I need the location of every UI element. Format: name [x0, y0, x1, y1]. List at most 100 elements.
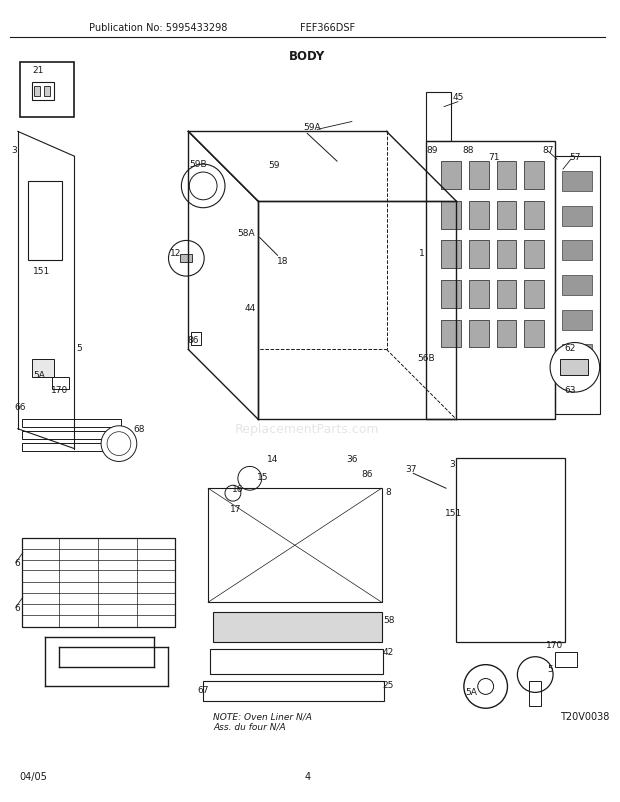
Text: 88: 88 — [462, 145, 474, 155]
Text: 15: 15 — [257, 472, 268, 481]
Bar — [426, 93, 451, 142]
Bar — [562, 276, 591, 296]
Text: 58A: 58A — [237, 229, 255, 237]
Bar — [441, 281, 461, 309]
Bar — [525, 320, 544, 348]
Bar — [555, 652, 577, 666]
Text: 5A: 5A — [465, 687, 477, 696]
Text: 44: 44 — [244, 304, 255, 313]
Text: 04/05: 04/05 — [20, 771, 48, 780]
Text: 14: 14 — [267, 455, 278, 464]
Text: 18: 18 — [277, 257, 288, 265]
Bar — [497, 201, 516, 229]
Text: 4: 4 — [304, 771, 311, 780]
Circle shape — [518, 657, 553, 693]
Text: 1: 1 — [419, 249, 425, 257]
Circle shape — [464, 665, 508, 708]
Bar — [441, 320, 461, 348]
Text: 5A: 5A — [33, 371, 46, 379]
Bar — [497, 241, 516, 269]
Bar — [497, 162, 516, 189]
Bar — [22, 538, 175, 627]
Text: 45: 45 — [452, 93, 464, 102]
Bar — [426, 142, 555, 419]
Bar — [525, 162, 544, 189]
Text: 21: 21 — [32, 67, 43, 75]
Bar — [441, 241, 461, 269]
Text: 71: 71 — [488, 152, 499, 161]
Circle shape — [225, 486, 241, 501]
Bar — [22, 431, 121, 439]
Bar — [469, 320, 489, 348]
Bar — [562, 310, 591, 330]
Text: 86: 86 — [361, 469, 373, 478]
Text: 3: 3 — [449, 460, 455, 468]
Bar — [22, 443, 121, 451]
Text: 67: 67 — [197, 685, 209, 694]
Text: 63: 63 — [564, 385, 576, 394]
Text: 170: 170 — [546, 641, 564, 650]
Bar — [28, 182, 63, 261]
Text: 59B: 59B — [190, 160, 207, 168]
Text: 6: 6 — [14, 603, 20, 612]
Bar — [525, 241, 544, 269]
Text: 17: 17 — [230, 504, 242, 513]
Text: 57: 57 — [569, 152, 580, 161]
Text: 151: 151 — [33, 266, 50, 275]
Text: 5: 5 — [547, 664, 553, 673]
Bar — [525, 201, 544, 229]
Text: 16: 16 — [232, 484, 244, 493]
Text: 3: 3 — [11, 145, 17, 155]
Text: 170: 170 — [51, 385, 68, 394]
Bar — [32, 83, 53, 100]
Bar — [469, 162, 489, 189]
Text: 37: 37 — [405, 464, 417, 473]
Bar — [555, 157, 600, 415]
Bar — [32, 360, 53, 378]
Circle shape — [107, 432, 131, 456]
Bar — [497, 320, 516, 348]
Bar — [208, 488, 381, 602]
Text: 59A: 59A — [303, 123, 321, 132]
Text: FEF366DSF: FEF366DSF — [299, 23, 355, 34]
Text: 68: 68 — [133, 425, 144, 434]
Text: 42: 42 — [383, 647, 394, 657]
Bar — [203, 682, 384, 702]
Circle shape — [189, 172, 217, 200]
Bar — [43, 87, 50, 96]
Text: 59: 59 — [268, 160, 280, 169]
Text: 62: 62 — [564, 343, 575, 353]
Text: 8: 8 — [386, 487, 391, 496]
Bar — [525, 281, 544, 309]
Text: NOTE: Oven Liner N/A
Ass. du four N/A: NOTE: Oven Liner N/A Ass. du four N/A — [213, 711, 312, 731]
Text: 25: 25 — [383, 680, 394, 689]
Circle shape — [101, 426, 137, 462]
Circle shape — [182, 165, 225, 209]
Bar — [456, 459, 565, 642]
Text: 66: 66 — [14, 403, 25, 412]
Bar — [20, 63, 74, 117]
Bar — [192, 332, 202, 346]
Text: 58: 58 — [383, 615, 394, 624]
Text: ReplacementParts.com: ReplacementParts.com — [235, 423, 379, 435]
Bar — [33, 87, 40, 96]
Circle shape — [550, 343, 600, 393]
Bar — [497, 281, 516, 309]
Bar — [562, 345, 591, 365]
Text: 6: 6 — [14, 558, 20, 567]
Bar — [562, 241, 591, 261]
Bar — [469, 201, 489, 229]
Text: Publication No: 5995433298: Publication No: 5995433298 — [89, 23, 228, 34]
Text: 86: 86 — [187, 335, 199, 345]
Bar — [213, 613, 381, 642]
Text: 87: 87 — [542, 145, 554, 155]
Bar — [210, 649, 383, 674]
Bar — [562, 172, 591, 192]
Circle shape — [169, 241, 204, 277]
Bar — [441, 201, 461, 229]
Text: BODY: BODY — [289, 50, 326, 63]
Bar — [51, 378, 69, 390]
Text: 12: 12 — [170, 249, 181, 257]
Text: 89: 89 — [427, 145, 438, 155]
Circle shape — [478, 678, 494, 695]
